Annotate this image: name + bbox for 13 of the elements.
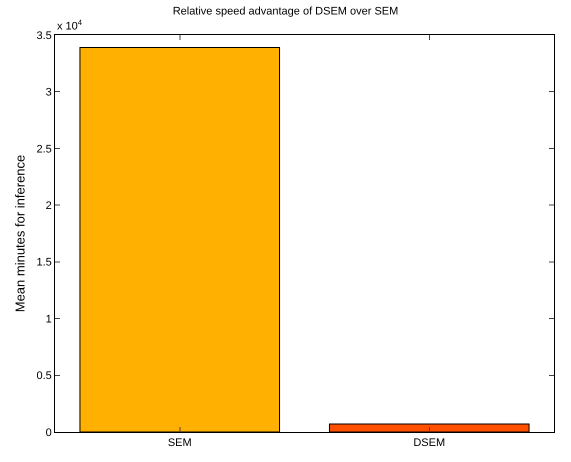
y-tick-label: 3.5 (36, 30, 52, 42)
y-tick-label: 0 (46, 426, 52, 439)
y-tick-label: 2 (46, 200, 52, 212)
y-tick-label: 0.5 (36, 370, 52, 382)
x-tick-label: DSEM (413, 437, 446, 450)
y-tick-label: 1.5 (36, 256, 52, 269)
y-tick-label: 3 (46, 86, 52, 99)
x-tick-label: SEM (168, 437, 192, 450)
text: x 10$^{4}$ (57, 18, 83, 33)
y-tick-label: 1 (46, 313, 52, 326)
y-tick-label: 2.5 (36, 143, 52, 156)
y-axis-title: Mean minutes for inference (12, 154, 28, 312)
chart-title: Relative speed advantage of DSEM over SEM (172, 6, 398, 18)
